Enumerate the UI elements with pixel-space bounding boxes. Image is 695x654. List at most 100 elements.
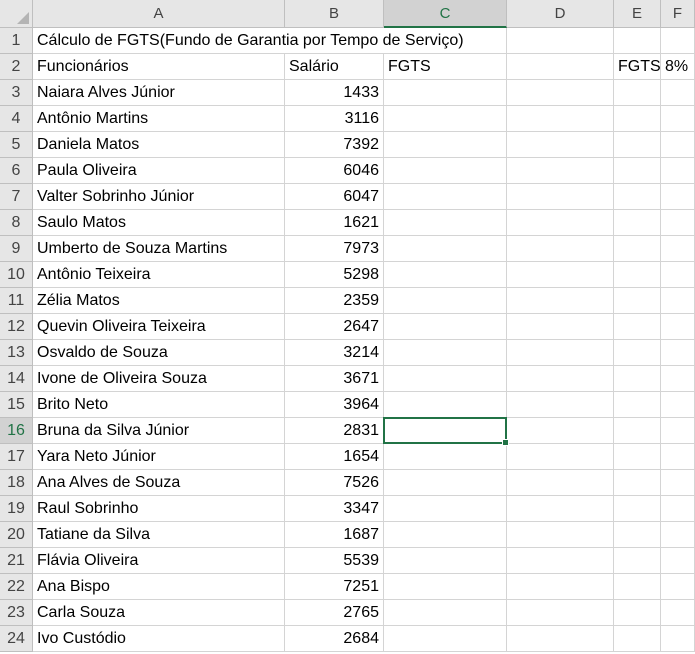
column-header-b[interactable]: B bbox=[285, 0, 384, 28]
salary-cell[interactable]: 3964 bbox=[285, 392, 384, 418]
column-header-e[interactable]: E bbox=[614, 0, 661, 28]
salary-cell[interactable]: 2359 bbox=[285, 288, 384, 314]
cell-f9[interactable] bbox=[661, 236, 695, 262]
cell-c16[interactable] bbox=[384, 418, 507, 444]
row-header-13[interactable]: 13 bbox=[0, 340, 33, 366]
cell-e22[interactable] bbox=[614, 574, 661, 600]
row-header-24[interactable]: 24 bbox=[0, 626, 33, 652]
salary-cell[interactable]: 6046 bbox=[285, 158, 384, 184]
cell-f12[interactable] bbox=[661, 314, 695, 340]
cell-f8[interactable] bbox=[661, 210, 695, 236]
row-header-3[interactable]: 3 bbox=[0, 80, 33, 106]
cell-d16[interactable] bbox=[507, 418, 614, 444]
salary-cell[interactable]: 1687 bbox=[285, 522, 384, 548]
employee-name-cell[interactable]: Tatiane da Silva bbox=[33, 522, 285, 548]
employee-name-cell[interactable]: Umberto de Souza Martins bbox=[33, 236, 285, 262]
cell-c23[interactable] bbox=[384, 600, 507, 626]
row-header-19[interactable]: 19 bbox=[0, 496, 33, 522]
salary-cell[interactable]: 6047 bbox=[285, 184, 384, 210]
cell-f14[interactable] bbox=[661, 366, 695, 392]
cell-c4[interactable] bbox=[384, 106, 507, 132]
salary-cell[interactable]: 3116 bbox=[285, 106, 384, 132]
employee-name-cell[interactable]: Flávia Oliveira bbox=[33, 548, 285, 574]
row-header-6[interactable]: 6 bbox=[0, 158, 33, 184]
salary-cell[interactable]: 7526 bbox=[285, 470, 384, 496]
cell-d22[interactable] bbox=[507, 574, 614, 600]
row-header-9[interactable]: 9 bbox=[0, 236, 33, 262]
salary-cell[interactable]: 2831 bbox=[285, 418, 384, 444]
cell-f23[interactable] bbox=[661, 600, 695, 626]
column-header-d[interactable]: D bbox=[507, 0, 614, 28]
cell-d3[interactable] bbox=[507, 80, 614, 106]
salary-cell[interactable]: 2684 bbox=[285, 626, 384, 652]
cell-d8[interactable] bbox=[507, 210, 614, 236]
cell-e16[interactable] bbox=[614, 418, 661, 444]
employee-name-cell[interactable]: Brito Neto bbox=[33, 392, 285, 418]
header-cell-e[interactable]: FGTS bbox=[614, 54, 661, 80]
employee-name-cell[interactable]: Antônio Teixeira bbox=[33, 262, 285, 288]
employee-name-cell[interactable]: Quevin Oliveira Teixeira bbox=[33, 314, 285, 340]
salary-cell[interactable]: 1621 bbox=[285, 210, 384, 236]
cell-e12[interactable] bbox=[614, 314, 661, 340]
row-header-10[interactable]: 10 bbox=[0, 262, 33, 288]
header-cell-a[interactable]: Funcionários bbox=[33, 54, 285, 80]
cell-c22[interactable] bbox=[384, 574, 507, 600]
row-header-12[interactable]: 12 bbox=[0, 314, 33, 340]
cell-c11[interactable] bbox=[384, 288, 507, 314]
employee-name-cell[interactable]: Yara Neto Júnior bbox=[33, 444, 285, 470]
salary-cell[interactable]: 3671 bbox=[285, 366, 384, 392]
cell-f6[interactable] bbox=[661, 158, 695, 184]
cell-d14[interactable] bbox=[507, 366, 614, 392]
cell-e15[interactable] bbox=[614, 392, 661, 418]
cell-e3[interactable] bbox=[614, 80, 661, 106]
employee-name-cell[interactable]: Zélia Matos bbox=[33, 288, 285, 314]
cell-f19[interactable] bbox=[661, 496, 695, 522]
salary-cell[interactable]: 2765 bbox=[285, 600, 384, 626]
salary-cell[interactable]: 7392 bbox=[285, 132, 384, 158]
employee-name-cell[interactable]: Ana Alves de Souza bbox=[33, 470, 285, 496]
employee-name-cell[interactable]: Antônio Martins bbox=[33, 106, 285, 132]
cell-d23[interactable] bbox=[507, 600, 614, 626]
cell-d5[interactable] bbox=[507, 132, 614, 158]
cell-d7[interactable] bbox=[507, 184, 614, 210]
employee-name-cell[interactable]: Saulo Matos bbox=[33, 210, 285, 236]
cell-d9[interactable] bbox=[507, 236, 614, 262]
cell-f4[interactable] bbox=[661, 106, 695, 132]
salary-cell[interactable]: 5298 bbox=[285, 262, 384, 288]
cell-d24[interactable] bbox=[507, 626, 614, 652]
cell-f10[interactable] bbox=[661, 262, 695, 288]
cell-c12[interactable] bbox=[384, 314, 507, 340]
cell-c24[interactable] bbox=[384, 626, 507, 652]
cell-e17[interactable] bbox=[614, 444, 661, 470]
cell-e18[interactable] bbox=[614, 470, 661, 496]
cell-c7[interactable] bbox=[384, 184, 507, 210]
cell-b1[interactable] bbox=[285, 28, 384, 54]
cell-f15[interactable] bbox=[661, 392, 695, 418]
cell-e19[interactable] bbox=[614, 496, 661, 522]
employee-name-cell[interactable]: Ivone de Oliveira Souza bbox=[33, 366, 285, 392]
cell-e9[interactable] bbox=[614, 236, 661, 262]
cell-e6[interactable] bbox=[614, 158, 661, 184]
cell-e14[interactable] bbox=[614, 366, 661, 392]
cell-e1[interactable] bbox=[614, 28, 661, 54]
cell-d12[interactable] bbox=[507, 314, 614, 340]
cell-d1[interactable] bbox=[507, 28, 614, 54]
cell-e8[interactable] bbox=[614, 210, 661, 236]
cell-e24[interactable] bbox=[614, 626, 661, 652]
cell-d10[interactable] bbox=[507, 262, 614, 288]
select-all-corner[interactable] bbox=[0, 0, 33, 28]
row-header-20[interactable]: 20 bbox=[0, 522, 33, 548]
cell-f3[interactable] bbox=[661, 80, 695, 106]
cell-e7[interactable] bbox=[614, 184, 661, 210]
cell-d4[interactable] bbox=[507, 106, 614, 132]
cell-c20[interactable] bbox=[384, 522, 507, 548]
salary-cell[interactable]: 5539 bbox=[285, 548, 384, 574]
header-cell-b[interactable]: Salário bbox=[285, 54, 384, 80]
row-header-23[interactable]: 23 bbox=[0, 600, 33, 626]
salary-cell[interactable]: 7973 bbox=[285, 236, 384, 262]
cell-c8[interactable] bbox=[384, 210, 507, 236]
cell-d11[interactable] bbox=[507, 288, 614, 314]
row-header-2[interactable]: 2 bbox=[0, 54, 33, 80]
sheet-title-cell[interactable]: Cálculo de FGTS(Fundo de Garantia por Te… bbox=[33, 28, 464, 54]
